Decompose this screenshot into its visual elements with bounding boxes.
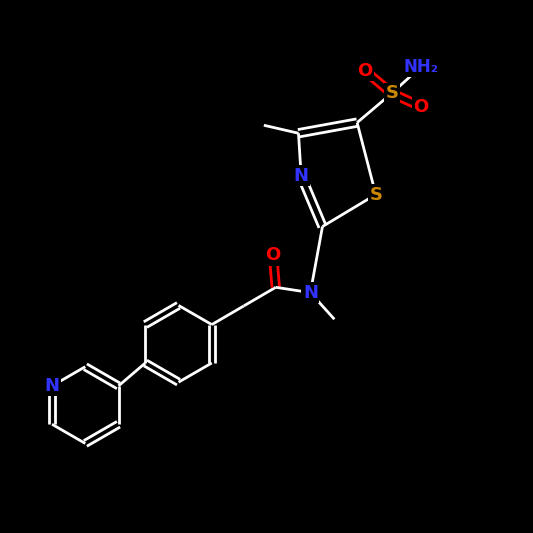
Text: O: O bbox=[414, 98, 429, 116]
Text: O: O bbox=[358, 62, 373, 80]
Text: O: O bbox=[265, 246, 281, 264]
Text: S: S bbox=[369, 185, 382, 204]
Text: NH₂: NH₂ bbox=[403, 58, 439, 76]
Text: S: S bbox=[385, 84, 398, 102]
Text: N: N bbox=[294, 167, 309, 185]
Text: N: N bbox=[303, 284, 318, 302]
Text: N: N bbox=[45, 377, 60, 395]
